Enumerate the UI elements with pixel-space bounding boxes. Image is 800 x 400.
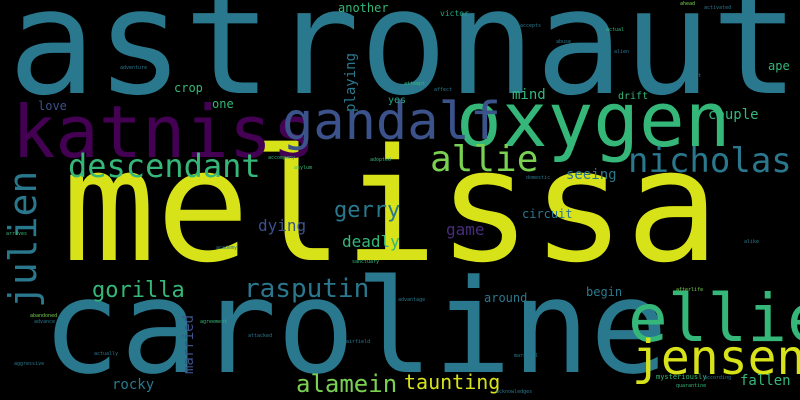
word-domestic: domestic xyxy=(526,175,551,181)
word-jensen: jensen xyxy=(632,330,800,386)
word-actual: actual xyxy=(606,27,625,33)
word-alike: alike xyxy=(744,239,760,245)
word-victor: victor xyxy=(440,9,469,18)
word-melissa: melissa xyxy=(62,115,720,297)
word-dying: dying xyxy=(258,216,307,235)
word-one: one xyxy=(212,97,234,111)
word-ahead: ahead xyxy=(680,1,696,7)
word-gorilla: gorilla xyxy=(92,278,185,303)
word-gerry: gerry xyxy=(334,198,401,223)
word-circuit: circuit xyxy=(522,207,573,221)
word-drift: drift xyxy=(618,91,649,102)
word-crop: crop xyxy=(174,81,203,95)
word-begin: begin xyxy=(586,285,623,299)
word-fallen: fallen xyxy=(740,373,791,389)
word-abuse: abuse xyxy=(556,39,572,45)
word-attacked: attacked xyxy=(248,333,273,339)
word-mind: mind xyxy=(512,87,546,103)
word-quarantine: quarantine xyxy=(676,383,707,389)
word-acknowledges: acknowledges xyxy=(496,389,533,395)
word-love: love xyxy=(38,99,67,113)
word-ape: ape xyxy=(768,59,790,73)
word-abandoned: abandoned xyxy=(30,313,58,319)
word-mysteriously: mysteriously xyxy=(656,373,707,381)
word-alamein: alamein xyxy=(296,370,398,398)
word-oxygen: oxygen xyxy=(456,75,731,164)
word-around: around xyxy=(484,291,528,305)
word-game: game xyxy=(446,220,485,239)
word-another: another xyxy=(338,1,389,15)
word-seeing: seeing xyxy=(566,167,617,183)
word-arrives: arrives xyxy=(6,231,28,237)
word-activated: activated xyxy=(704,5,732,11)
word-couple: couple xyxy=(708,107,759,123)
word-attempt: attempt xyxy=(404,81,426,87)
word-alien: alien xyxy=(614,49,630,55)
word-actually: actually xyxy=(94,351,119,357)
word-allie: allie xyxy=(430,139,539,180)
word-taunting: taunting xyxy=(404,370,501,394)
word-gandalf: gandalf xyxy=(282,92,502,152)
word-katniss: katniss xyxy=(12,90,316,174)
word-accompany: accompany xyxy=(268,155,296,161)
word-academy: academy xyxy=(216,245,238,251)
word-married: married xyxy=(181,314,197,374)
word-according: according xyxy=(704,375,732,381)
word-aggressive: aggressive xyxy=(14,361,45,367)
word-ellie: ellie xyxy=(628,280,800,357)
word-airfield: airfield xyxy=(346,339,371,345)
word-playing: playing xyxy=(343,52,359,112)
word-agent: agent xyxy=(686,73,702,79)
word-afterlife: afterlife xyxy=(676,287,704,293)
word-accepts: accepts xyxy=(520,23,542,29)
word-astronaut: astronaut xyxy=(8,0,800,128)
word-agreement: agreement xyxy=(200,319,228,325)
word-rocky: rocky xyxy=(112,377,155,393)
word-caroline: caroline xyxy=(42,251,669,400)
word-asylum: asylum xyxy=(294,165,313,171)
word-rasputin: rasputin xyxy=(244,274,370,304)
word-yes: yes xyxy=(388,95,407,106)
word-descendant: descendant xyxy=(68,147,261,185)
word-julien: julien xyxy=(1,170,45,308)
word-advance: advance xyxy=(34,319,56,325)
word-sanctuary: sanctuary xyxy=(352,259,380,265)
word-affect: affect xyxy=(434,87,453,93)
word-nicholas: nicholas xyxy=(628,141,792,181)
word-deadly: deadly xyxy=(342,232,400,251)
word-adopted: adopted xyxy=(370,157,392,163)
word-adventure: adventure xyxy=(120,65,148,71)
word-advantage: advantage xyxy=(398,297,426,303)
word-marshall: marshall xyxy=(514,353,539,359)
